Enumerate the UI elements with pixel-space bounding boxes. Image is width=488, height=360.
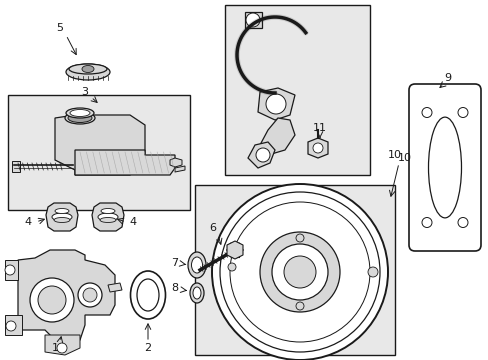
Text: 2: 2 bbox=[144, 343, 151, 353]
Ellipse shape bbox=[137, 279, 159, 311]
Ellipse shape bbox=[187, 252, 205, 278]
Text: 11: 11 bbox=[312, 123, 326, 133]
Ellipse shape bbox=[68, 113, 92, 122]
Circle shape bbox=[260, 232, 339, 312]
Ellipse shape bbox=[66, 108, 94, 118]
Polygon shape bbox=[108, 283, 122, 292]
Ellipse shape bbox=[98, 213, 118, 221]
Text: 9: 9 bbox=[444, 73, 450, 83]
Circle shape bbox=[83, 288, 97, 302]
Text: 4: 4 bbox=[24, 217, 32, 227]
Circle shape bbox=[6, 321, 16, 331]
Ellipse shape bbox=[101, 208, 115, 213]
Polygon shape bbox=[18, 250, 115, 340]
Ellipse shape bbox=[66, 64, 110, 80]
Text: 7: 7 bbox=[171, 258, 178, 268]
Circle shape bbox=[78, 283, 102, 307]
Ellipse shape bbox=[65, 112, 95, 124]
Ellipse shape bbox=[191, 257, 202, 273]
Polygon shape bbox=[46, 203, 78, 231]
Polygon shape bbox=[5, 315, 22, 335]
Ellipse shape bbox=[427, 117, 461, 218]
Ellipse shape bbox=[100, 217, 116, 222]
Circle shape bbox=[265, 94, 285, 114]
Circle shape bbox=[227, 263, 236, 271]
Circle shape bbox=[457, 108, 467, 117]
Circle shape bbox=[256, 148, 269, 162]
Ellipse shape bbox=[55, 208, 69, 213]
Circle shape bbox=[5, 265, 15, 275]
Text: 5: 5 bbox=[57, 23, 63, 33]
Circle shape bbox=[284, 256, 315, 288]
Polygon shape bbox=[175, 166, 184, 172]
Circle shape bbox=[245, 13, 260, 27]
Circle shape bbox=[295, 234, 304, 242]
Bar bbox=[224, 5, 369, 175]
Polygon shape bbox=[307, 138, 327, 158]
Circle shape bbox=[295, 302, 304, 310]
Polygon shape bbox=[226, 241, 243, 259]
Circle shape bbox=[212, 184, 387, 360]
Bar bbox=[8, 95, 190, 210]
Text: 6: 6 bbox=[209, 223, 216, 233]
Text: 1: 1 bbox=[51, 343, 59, 353]
Circle shape bbox=[38, 286, 66, 314]
Ellipse shape bbox=[70, 109, 90, 117]
Circle shape bbox=[367, 267, 377, 277]
Ellipse shape bbox=[54, 217, 70, 222]
Polygon shape bbox=[247, 142, 274, 168]
FancyBboxPatch shape bbox=[408, 84, 480, 251]
Text: 10: 10 bbox=[397, 153, 411, 163]
Ellipse shape bbox=[190, 283, 203, 303]
Polygon shape bbox=[92, 203, 124, 231]
Circle shape bbox=[457, 217, 467, 228]
Ellipse shape bbox=[193, 287, 201, 299]
Polygon shape bbox=[170, 158, 182, 167]
Circle shape bbox=[57, 343, 67, 353]
Text: 8: 8 bbox=[171, 283, 178, 293]
Bar bbox=[195, 185, 394, 355]
Polygon shape bbox=[55, 115, 145, 175]
Polygon shape bbox=[75, 150, 175, 175]
Circle shape bbox=[421, 217, 431, 228]
Ellipse shape bbox=[82, 66, 94, 72]
Ellipse shape bbox=[69, 64, 107, 74]
Polygon shape bbox=[244, 12, 262, 28]
Circle shape bbox=[312, 143, 323, 153]
Polygon shape bbox=[45, 335, 80, 355]
Circle shape bbox=[421, 108, 431, 117]
Text: 4: 4 bbox=[129, 217, 136, 227]
Text: 10: 10 bbox=[387, 150, 401, 160]
Ellipse shape bbox=[52, 213, 72, 221]
Polygon shape bbox=[5, 260, 18, 280]
Polygon shape bbox=[12, 161, 20, 172]
Circle shape bbox=[30, 278, 74, 322]
Polygon shape bbox=[260, 118, 294, 155]
Text: 3: 3 bbox=[81, 87, 88, 97]
Polygon shape bbox=[258, 88, 294, 120]
Ellipse shape bbox=[130, 271, 165, 319]
Circle shape bbox=[271, 244, 327, 300]
